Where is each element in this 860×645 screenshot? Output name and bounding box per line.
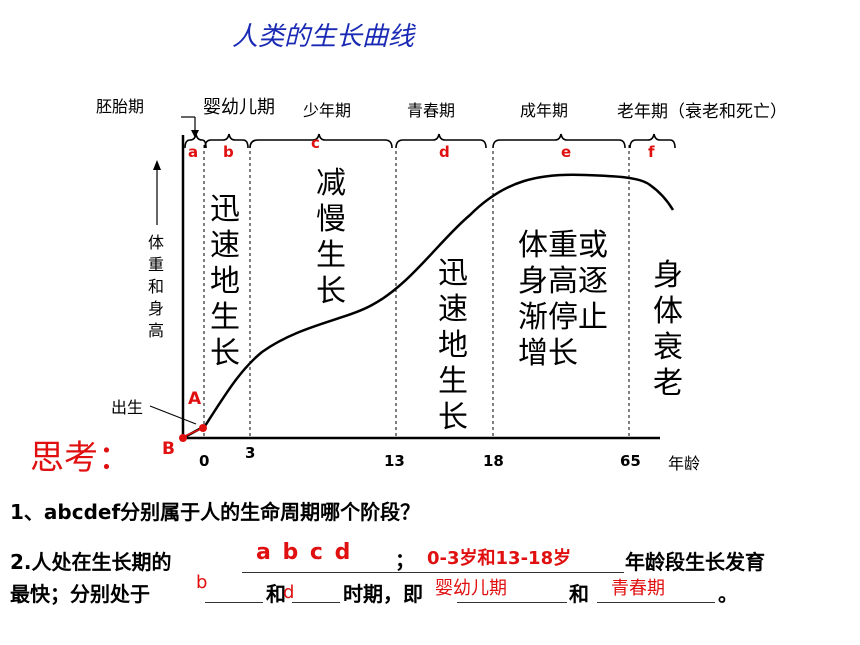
stage-embryo: 胚胎期 (96, 97, 145, 116)
diagram-title: 人类的生长曲线 (232, 22, 415, 52)
question-2-suffix: 年龄段生长发育 (625, 550, 765, 574)
letter-a: a (188, 143, 199, 161)
x-tick-18: 18 (483, 452, 504, 470)
blank-1-line (205, 602, 263, 603)
brace-c (249, 133, 393, 149)
region-e-line-4: 增长 (518, 336, 578, 371)
question-2-prefix: 2.人处在生长期的 (10, 550, 172, 574)
x-tick-0: 0 (199, 452, 210, 470)
region-b-text: 迅速地生长 (210, 192, 240, 371)
stage-dividers (203, 145, 630, 438)
region-d-text: 迅速地生长 (438, 256, 468, 435)
embryo-pointer-head (191, 130, 199, 138)
x-axis-label: 年龄 (668, 454, 701, 473)
blank-4-line (597, 602, 715, 603)
letter-c: c (311, 134, 320, 152)
question-1: 1、abcdef分别属于人的生命周期哪个阶段？ (10, 500, 421, 524)
question-2-semicolon: ； (395, 548, 415, 572)
letter-f: f (648, 143, 655, 161)
stage-youth: 青春期 (407, 101, 456, 120)
birth-pointer (149, 405, 197, 425)
letter-b: b (223, 143, 234, 161)
region-f-text: 身体衰老 (653, 258, 683, 401)
stage-old: 老年期（衰老和死亡） (617, 102, 787, 122)
y-axis-label: 体重和身高 (148, 233, 165, 340)
point-a-label: A (188, 389, 202, 409)
x-tick-65: 65 (620, 452, 641, 470)
question-2-and-1: 和 (266, 582, 286, 606)
y-arrow-head (153, 160, 161, 170)
stage-braces (184, 133, 676, 149)
region-e-text: 体重或 身高逐 渐停止 增长 (518, 228, 608, 372)
answer-stages: a b c d (256, 540, 353, 565)
blank-1-answer: b (196, 572, 208, 593)
question-2-end: 。 (718, 582, 738, 606)
stage-infant: 婴幼儿期 (203, 97, 275, 118)
question-2-line2-b: 时期，即 (343, 582, 423, 606)
stage-adult: 成年期 (520, 101, 569, 120)
brace-f (629, 133, 676, 149)
region-c-text: 减慢生长 (316, 166, 346, 309)
blank-2-answer: d (283, 582, 295, 603)
brace-e (492, 133, 626, 149)
brace-a (184, 133, 207, 149)
brace-b (204, 133, 249, 149)
region-e-line-1: 体重或 (518, 228, 608, 263)
blank-2-line (292, 602, 340, 603)
question-2-line2-a: 最快；分别处于 (10, 582, 150, 606)
answer-infant: 婴幼儿期 (435, 578, 507, 599)
letter-e: e (561, 143, 572, 161)
letter-d: d (439, 143, 450, 161)
think-heading: 思考： (30, 438, 132, 478)
blank-3-line (457, 602, 567, 603)
brace-d (395, 133, 487, 149)
question-2-blank-line (242, 572, 624, 573)
region-e-line-3: 渐停止 (518, 300, 608, 335)
stage-juvenile: 少年期 (303, 101, 352, 120)
point-b-dot (179, 434, 187, 442)
x-tick-3: 3 (245, 444, 256, 462)
birth-label: 出生 (111, 398, 144, 417)
region-e-line-2: 身高逐 (518, 264, 608, 299)
answer-youth: 青春期 (611, 578, 665, 599)
growth-curve (182, 173, 675, 440)
x-tick-13: 13 (384, 452, 405, 470)
answer-ages: 0-3岁和13-18岁 (427, 548, 572, 569)
point-b-label: B (162, 439, 175, 459)
point-a-dot (199, 424, 207, 432)
question-2-and-2: 和 (569, 582, 589, 606)
